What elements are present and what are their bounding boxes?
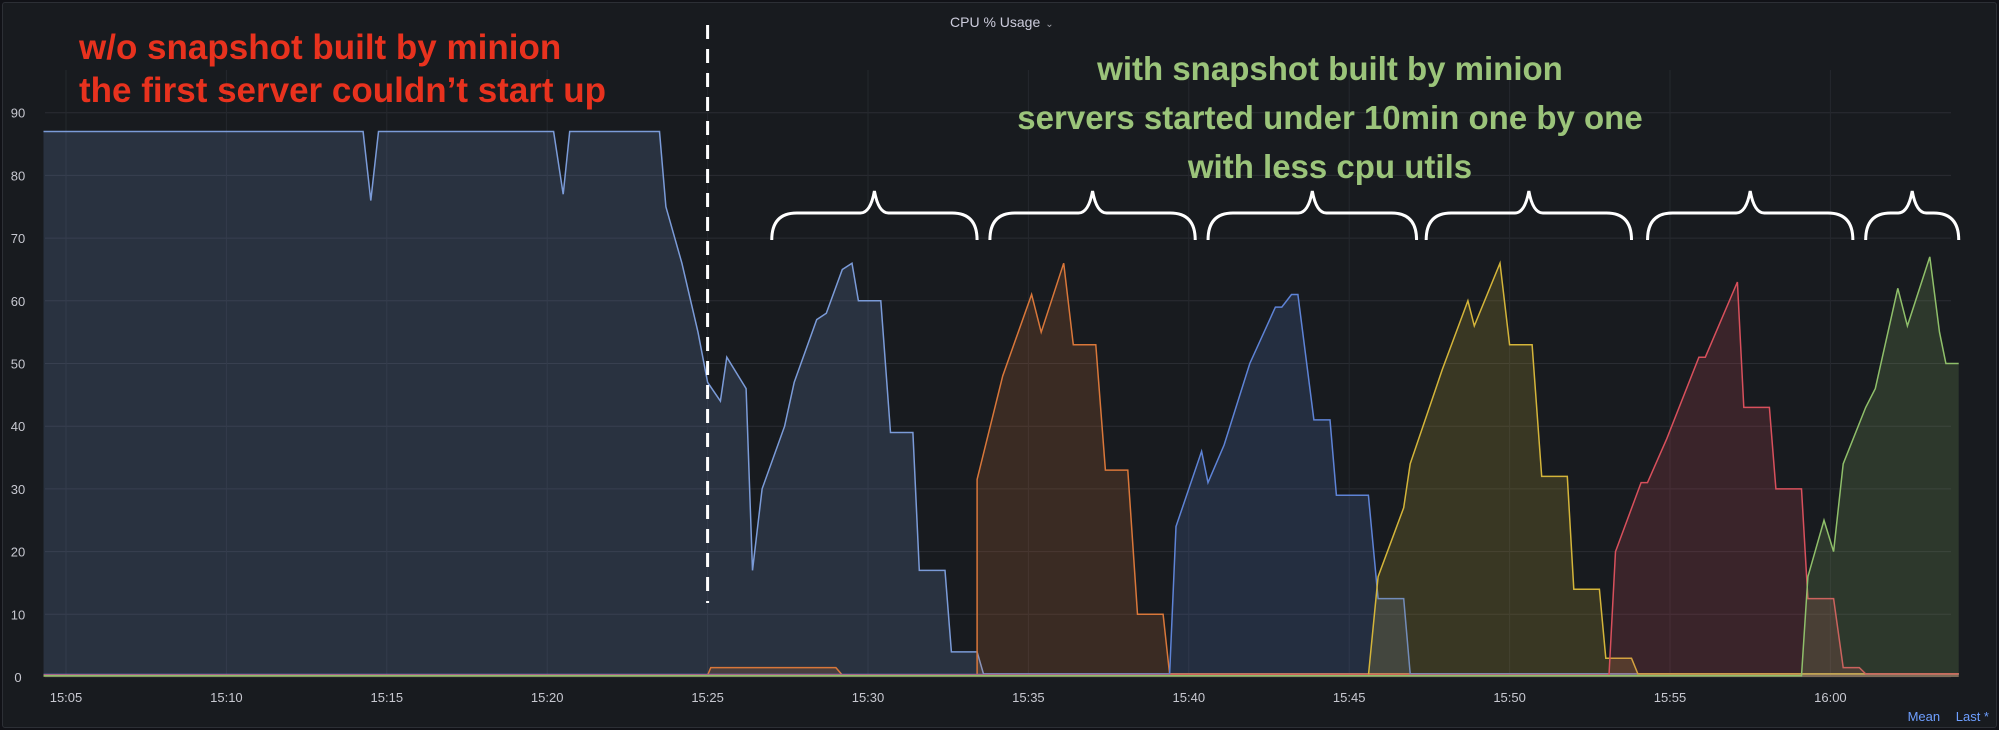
x-tick-label: 15:30 (852, 690, 885, 705)
series-line-server-5 (43, 281, 1959, 676)
curly-brace (1206, 190, 1419, 241)
y-tick-label: 0 (14, 670, 21, 685)
legend: Mean Last * (1896, 709, 1989, 724)
x-tick-label: 15:45 (1333, 690, 1366, 705)
y-tick-label: 40 (11, 419, 25, 434)
legend-mean-column[interactable]: Mean (1907, 709, 1941, 724)
series-area-server-1 (43, 131, 1959, 677)
series-area-server-4 (43, 263, 1959, 677)
series-line-server-3 (43, 293, 1959, 676)
grid (45, 70, 1951, 678)
annotation-line: the first server couldn’t start up (79, 71, 607, 110)
annotation-with-snapshot: with snapshot built by minion servers st… (980, 44, 1680, 191)
annotation-line: w/o snapshot built by minion (79, 28, 562, 67)
x-tick-label: 15:40 (1173, 690, 1206, 705)
annotation-without-snapshot: w/o snapshot built by minion the first s… (79, 26, 606, 112)
series-area-server-2 (43, 263, 1959, 677)
legend-last-column[interactable]: Last * (1955, 709, 1989, 724)
annotation-overlay (706, 25, 1961, 603)
series-line-server-4 (43, 260, 1959, 677)
x-tick-label: 15:05 (50, 690, 83, 705)
annotation-line: with less cpu utils (1187, 148, 1473, 185)
x-tick-label: 15:50 (1493, 690, 1526, 705)
y-tick-label: 20 (11, 545, 25, 560)
x-tick-label: 15:35 (1012, 690, 1045, 705)
annotation-line: with snapshot built by minion (1097, 50, 1563, 87)
x-tick-label: 15:10 (210, 690, 243, 705)
series-area-server-5 (43, 282, 1959, 677)
x-tick-label: 15:55 (1654, 690, 1687, 705)
chevron-down-icon: ⌄ (1045, 19, 1054, 30)
annotation-line: servers started under 10min one by one (1017, 99, 1643, 136)
x-tick-label: 15:15 (371, 690, 404, 705)
y-tick-label: 90 (11, 106, 25, 121)
y-tick-label: 80 (11, 168, 25, 183)
y-tick-label: 50 (11, 357, 25, 372)
curly-brace (1864, 190, 1961, 241)
panel-title-menu[interactable]: CPU % Usage ⌄ (950, 14, 1054, 30)
series-layer (43, 130, 1959, 677)
curly-brace (1646, 190, 1855, 241)
x-tick-label: 15:25 (691, 690, 724, 705)
y-tick-label: 70 (11, 231, 25, 246)
curly-brace (1424, 190, 1633, 241)
curly-brace (988, 190, 1197, 241)
series-line-server-6 (43, 256, 1959, 677)
x-tick-label: 15:20 (531, 690, 564, 705)
y-tick-label: 30 (11, 482, 25, 497)
series-line-server-1 (43, 130, 1959, 675)
y-tick-label: 60 (11, 294, 25, 309)
series-line-server-2 (43, 262, 1959, 676)
x-tick-label: 16:00 (1814, 690, 1847, 705)
axes: 0 10 20 30 40 50 60 70 80 90 15:05 15:10 15:15 15:20 1… (11, 106, 1847, 705)
panel-title: CPU % Usage (950, 14, 1041, 30)
y-tick-label: 10 (11, 607, 25, 622)
curly-brace (770, 190, 979, 241)
